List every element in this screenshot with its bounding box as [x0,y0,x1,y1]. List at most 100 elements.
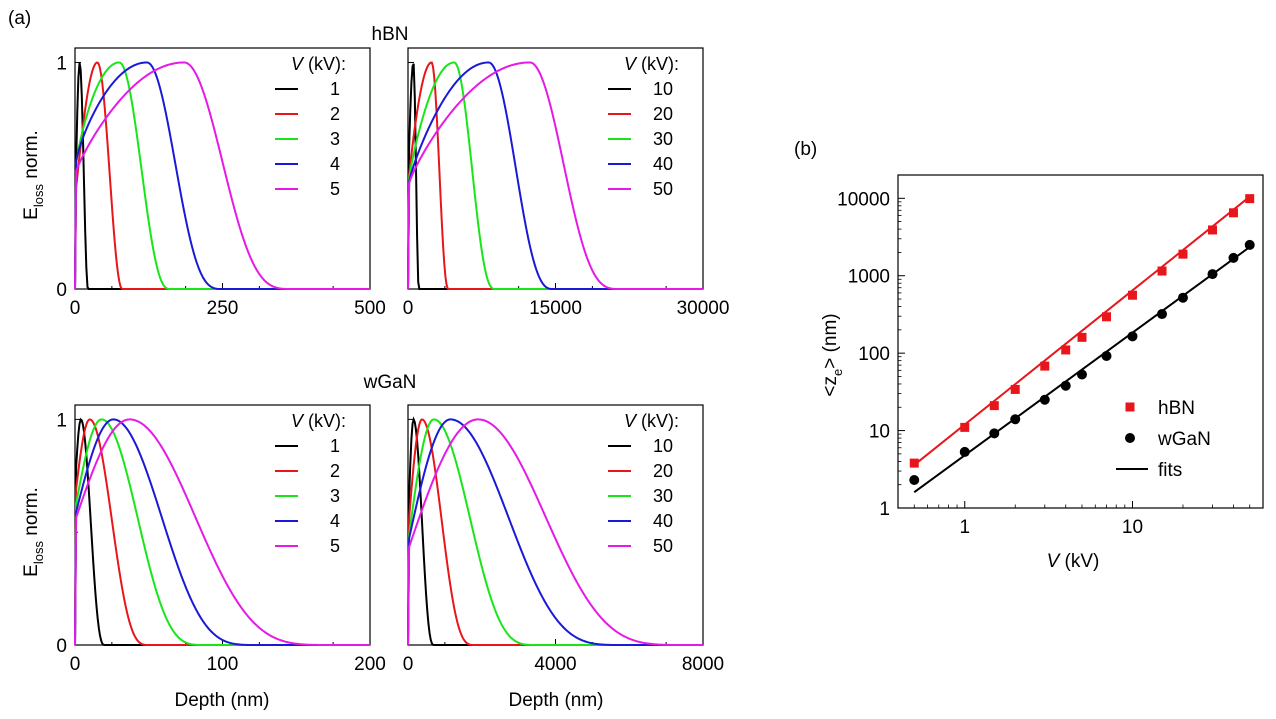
data-point-wGaN [1157,309,1168,320]
data-point-hBN [1228,208,1238,218]
series-line-5kV [74,61,370,290]
legend-title: V (kV): [624,411,679,431]
data-point-wGaN [1177,292,1188,303]
y-tick-label: 0 [56,636,67,657]
legend-label: 5 [330,536,340,556]
y-tick-label: 10000 [837,189,890,210]
legend-label: 1 [330,79,340,99]
data-point-hBN [1101,312,1111,322]
panel-hbn_high: 0 15000 30000 V (kV): 10 20 30 40 50 [403,47,730,319]
ylabel-row2: Eloss norm. [21,487,46,577]
series-line-50kV [407,418,703,646]
legend-title: V (kV): [291,54,346,74]
series-line-4kV [74,418,370,646]
data-point-wGaN [909,474,920,485]
series-line-3kV [74,418,370,646]
data-point-hBN [1208,225,1218,235]
series-line-2kV [74,61,370,290]
legend-label: 2 [330,104,340,124]
y-tick-label: 1 [56,53,67,74]
series-line-5kV [74,418,370,646]
data-point-wGaN [1127,331,1138,342]
legend-label: 50 [653,179,673,199]
y-tick-label: 10 [869,422,890,443]
x-tick-label: 0 [70,654,81,675]
data-point-wGaN [1207,269,1218,280]
legend-label: 40 [653,154,673,174]
series-line-50kV [407,61,703,290]
plot-frame [74,404,371,646]
x-tick-label: 10 [1122,517,1143,538]
xlabel-right: Depth (nm) [508,690,603,711]
x-tick-label: 500 [354,298,386,319]
legend-label: 30 [653,129,673,149]
data-point-wGaN [959,446,970,457]
data-point-hBN [960,422,970,432]
data-point-hBN [1077,332,1087,342]
x-tick-label: 250 [207,298,239,319]
data-point-hBN [1010,384,1020,394]
legend-label: 20 [653,104,673,124]
xlabel-left: Depth (nm) [174,690,269,711]
y-tick-label: 1 [56,410,67,431]
legend-label: 4 [330,154,340,174]
data-point-wGaN [1244,239,1255,250]
y-tick-label: 100 [858,344,890,365]
row2-title: wGaN [363,372,417,393]
x-tick-label: 1 [959,517,970,538]
data-point-hBN [1178,249,1188,259]
panel-wgan_low: 0 100 200 0 1 V (kV): 1 2 3 4 5 [56,404,386,675]
panel-hbn_low: 0 250 500 0 1 V (kV): 1 2 3 4 5 [56,47,386,319]
legend-label: 2 [330,461,340,481]
plot-frame [74,47,371,290]
x-tick-label: 30000 [677,298,730,319]
legend-title: V (kV): [624,54,679,74]
x-tick-label: 0 [403,298,414,319]
data-point-wGaN [989,428,1000,439]
data-point-wGaN [1228,252,1239,263]
data-point-hBN [1127,290,1137,300]
data-point-wGaN [1039,394,1050,405]
data-point-wGaN [1010,414,1021,425]
y-tick-label: 0 [56,280,67,301]
data-point-hBN [989,401,999,411]
series-line-1kV [74,417,370,646]
legend-label: 5 [330,179,340,199]
panel-b-label: (b) [794,139,817,160]
x-tick-label: 0 [70,298,81,319]
panel-wgan_high: 0 4000 8000 V (kV): 10 20 30 40 50 [403,404,724,675]
legend-label: 4 [330,511,340,531]
y-tick-label: 1 [879,499,890,520]
x-tick-label: 200 [354,654,386,675]
legend-label: hBN [1158,398,1195,419]
ylabel-row1: Eloss norm. [21,130,46,220]
plot-frame [897,174,1264,509]
legend-label: fits [1158,460,1182,481]
series-line-4kV [74,61,370,290]
data-point-hBN [1061,345,1071,355]
fit-line-hBN [913,195,1251,466]
x-tick-label: 8000 [682,654,724,675]
series-line-2kV [74,418,370,646]
y-tick-label: 1000 [848,267,890,288]
data-point-hBN [1040,361,1050,371]
x-tick-label: 100 [207,654,239,675]
legend-label: 1 [330,436,340,456]
legend-label: 10 [653,436,673,456]
legend-label: 30 [653,486,673,506]
series-line-3kV [74,61,370,290]
legend-label: 50 [653,536,673,556]
legend-label: 3 [330,486,340,506]
series-line-1kV [74,62,370,290]
legend-marker-hBN [1125,402,1135,412]
data-point-hBN [909,458,919,468]
data-point-wGaN [1076,369,1087,380]
data-point-hBN [1245,194,1255,204]
b-ylabel: <ze> (nm) [820,313,845,396]
legend-label: 40 [653,511,673,531]
panel-penetration: 1 10 100 1000 10000 1 10 hBN wGaN fits [837,174,1264,538]
legend-label: wGaN [1157,429,1211,450]
data-point-wGaN [1060,380,1071,391]
legend-label: 20 [653,461,673,481]
